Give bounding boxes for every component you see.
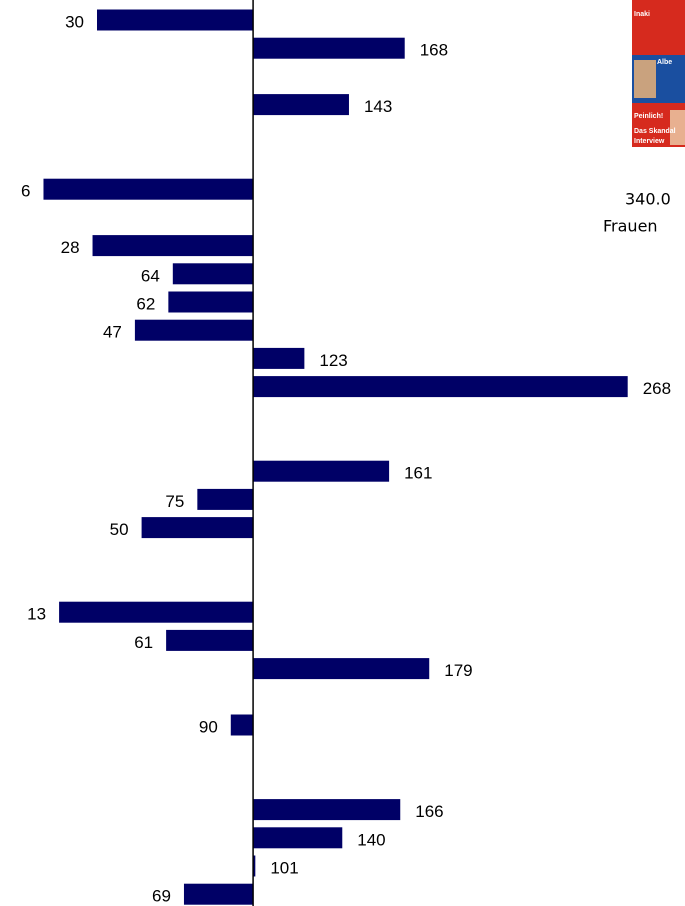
bar <box>135 320 253 341</box>
bar <box>253 799 400 820</box>
value-label: 123 <box>319 351 347 370</box>
bar <box>253 94 349 115</box>
bar <box>253 376 628 397</box>
value-label: 101 <box>270 858 298 877</box>
bar <box>166 630 253 651</box>
value-label: 28 <box>61 238 80 257</box>
bar <box>93 235 254 256</box>
value-label: 268 <box>643 379 671 398</box>
bar <box>231 715 253 736</box>
cover-text: Peinlich! <box>634 113 663 120</box>
bar <box>253 461 389 482</box>
cover-text: Das Skandal <box>634 128 676 135</box>
bar <box>184 884 253 905</box>
value-label: 61 <box>134 633 153 652</box>
value-label: 64 <box>141 266 160 285</box>
value-label: 13 <box>27 605 46 624</box>
page: {"chart_data": {"type": "bar", "orientat… <box>0 0 685 906</box>
value-label: 168 <box>420 41 448 60</box>
value-label: 166 <box>415 802 443 821</box>
bar <box>173 263 253 284</box>
chart: Inaki Albe Peinlich! Das Skandal Intervi… <box>0 0 685 906</box>
bar <box>253 348 304 369</box>
cover-text: Albe <box>657 59 672 66</box>
value-label: 143 <box>364 97 392 116</box>
value-label: 6 <box>21 182 30 201</box>
bar <box>142 517 253 538</box>
value-label: 69 <box>152 887 171 906</box>
value-label: 50 <box>110 520 129 539</box>
value-label: 75 <box>165 492 184 511</box>
cover-photo <box>634 60 656 98</box>
value-label: 47 <box>103 323 122 342</box>
bar <box>253 38 405 59</box>
bar <box>43 179 253 200</box>
value-label: 140 <box>357 830 385 849</box>
bar <box>253 658 429 679</box>
cover-text: Interview <box>634 138 665 145</box>
value-label: 179 <box>444 661 472 680</box>
cover-text: Inaki <box>634 11 650 18</box>
side-text: 340.0 <box>625 190 671 209</box>
bar <box>197 489 253 510</box>
magazine-cover: Inaki Albe Peinlich! Das Skandal Intervi… <box>632 0 685 147</box>
value-label: 90 <box>199 717 218 736</box>
bar <box>168 292 253 313</box>
bar <box>253 827 342 848</box>
value-label: 62 <box>136 294 155 313</box>
bar <box>59 602 253 623</box>
side-text: Frauen <box>603 217 658 236</box>
value-label: 30 <box>65 12 84 31</box>
bar <box>97 10 253 31</box>
value-label: 161 <box>404 464 432 483</box>
